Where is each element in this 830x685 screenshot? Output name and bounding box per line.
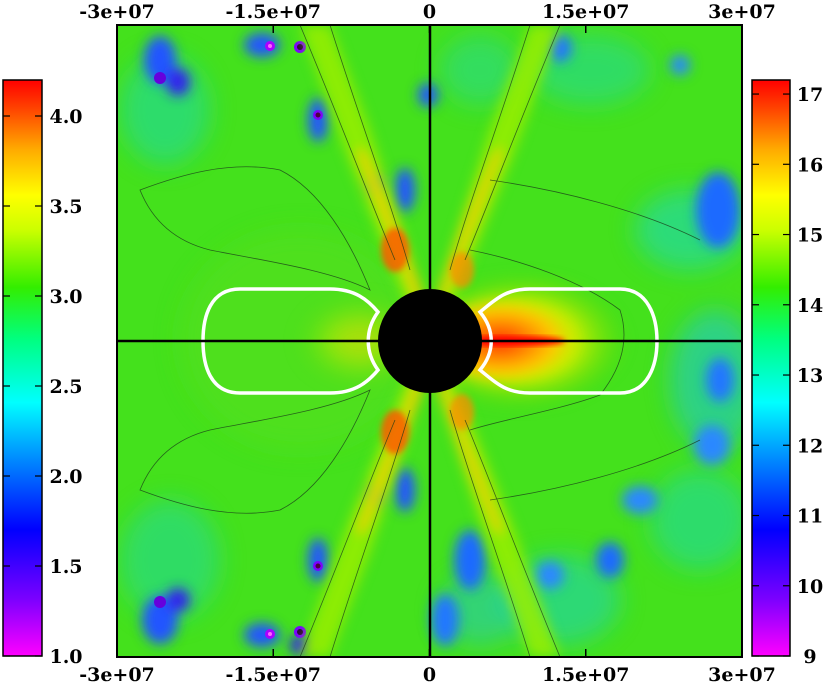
low-value-patches [142, 33, 740, 655]
x-tick-label-top: 0 [423, 1, 436, 23]
central-disk [378, 289, 482, 393]
contour-lines [139, 25, 742, 657]
colorbar-tick-label: 3.0 [49, 286, 82, 308]
x-tick-label-top: 1.5e+07 [542, 1, 630, 23]
left-colorbar-ticks: 1.0 1.5 2.0 2.5 3.0 3.5 4.0 [3, 106, 83, 668]
colorbar-tick-label: 2.0 [49, 466, 82, 488]
x-tick-label-bottom: 3e+07 [708, 664, 776, 685]
x-tick-label-top: -3e+07 [79, 1, 155, 23]
x-tick-label-bottom: 0 [423, 664, 436, 685]
colorbar-tick-label: 15 [797, 225, 823, 247]
x-tick-label-bottom: -3e+07 [79, 664, 155, 685]
colorbar-tick-label: 2.5 [49, 376, 82, 398]
x-tick-label-bottom: 1.5e+07 [542, 664, 630, 685]
colorbar-tick-label: 14 [797, 295, 823, 317]
x-tick-label-top: -1.5e+07 [226, 1, 321, 23]
colorbar-tick-label: 1.0 [49, 646, 82, 668]
white-contour [201, 287, 659, 395]
colorbar-tick-label: 17 [797, 84, 823, 106]
right-colorbar-gradient [751, 79, 791, 657]
colorbar-tick-label: 10 [797, 576, 823, 598]
colorbar-tick-label: 3.5 [49, 196, 82, 218]
colorbar-tick-label: 16 [797, 154, 823, 176]
x-tick-label-bottom: -1.5e+07 [226, 664, 321, 685]
x-axis-ticks: -3e+07 -3e+07 -1.5e+07 -1.5e+07 0 0 1.5e+07 1.5… [79, 1, 776, 685]
colorbar-tick-label: 12 [797, 435, 823, 457]
colorbar-tick-label: 11 [797, 506, 823, 528]
colorbar-tick-label: 9 [803, 646, 816, 668]
left-colorbar: 1.0 1.5 2.0 2.5 3.0 3.5 4.0 [2, 79, 83, 668]
colorbar-tick-label: 13 [797, 365, 823, 387]
right-colorbar-ticks: 9 10 11 12 13 14 15 16 17 [752, 84, 823, 668]
colorbar-tick-label: 1.5 [49, 556, 82, 578]
right-colorbar: 9 10 11 12 13 14 15 16 17 [751, 79, 823, 668]
minimum-spots [154, 41, 323, 639]
colorbar-tick-label: 4.0 [49, 106, 82, 128]
left-colorbar-gradient [2, 79, 43, 657]
x-tick-label-top: 3e+07 [708, 1, 776, 23]
